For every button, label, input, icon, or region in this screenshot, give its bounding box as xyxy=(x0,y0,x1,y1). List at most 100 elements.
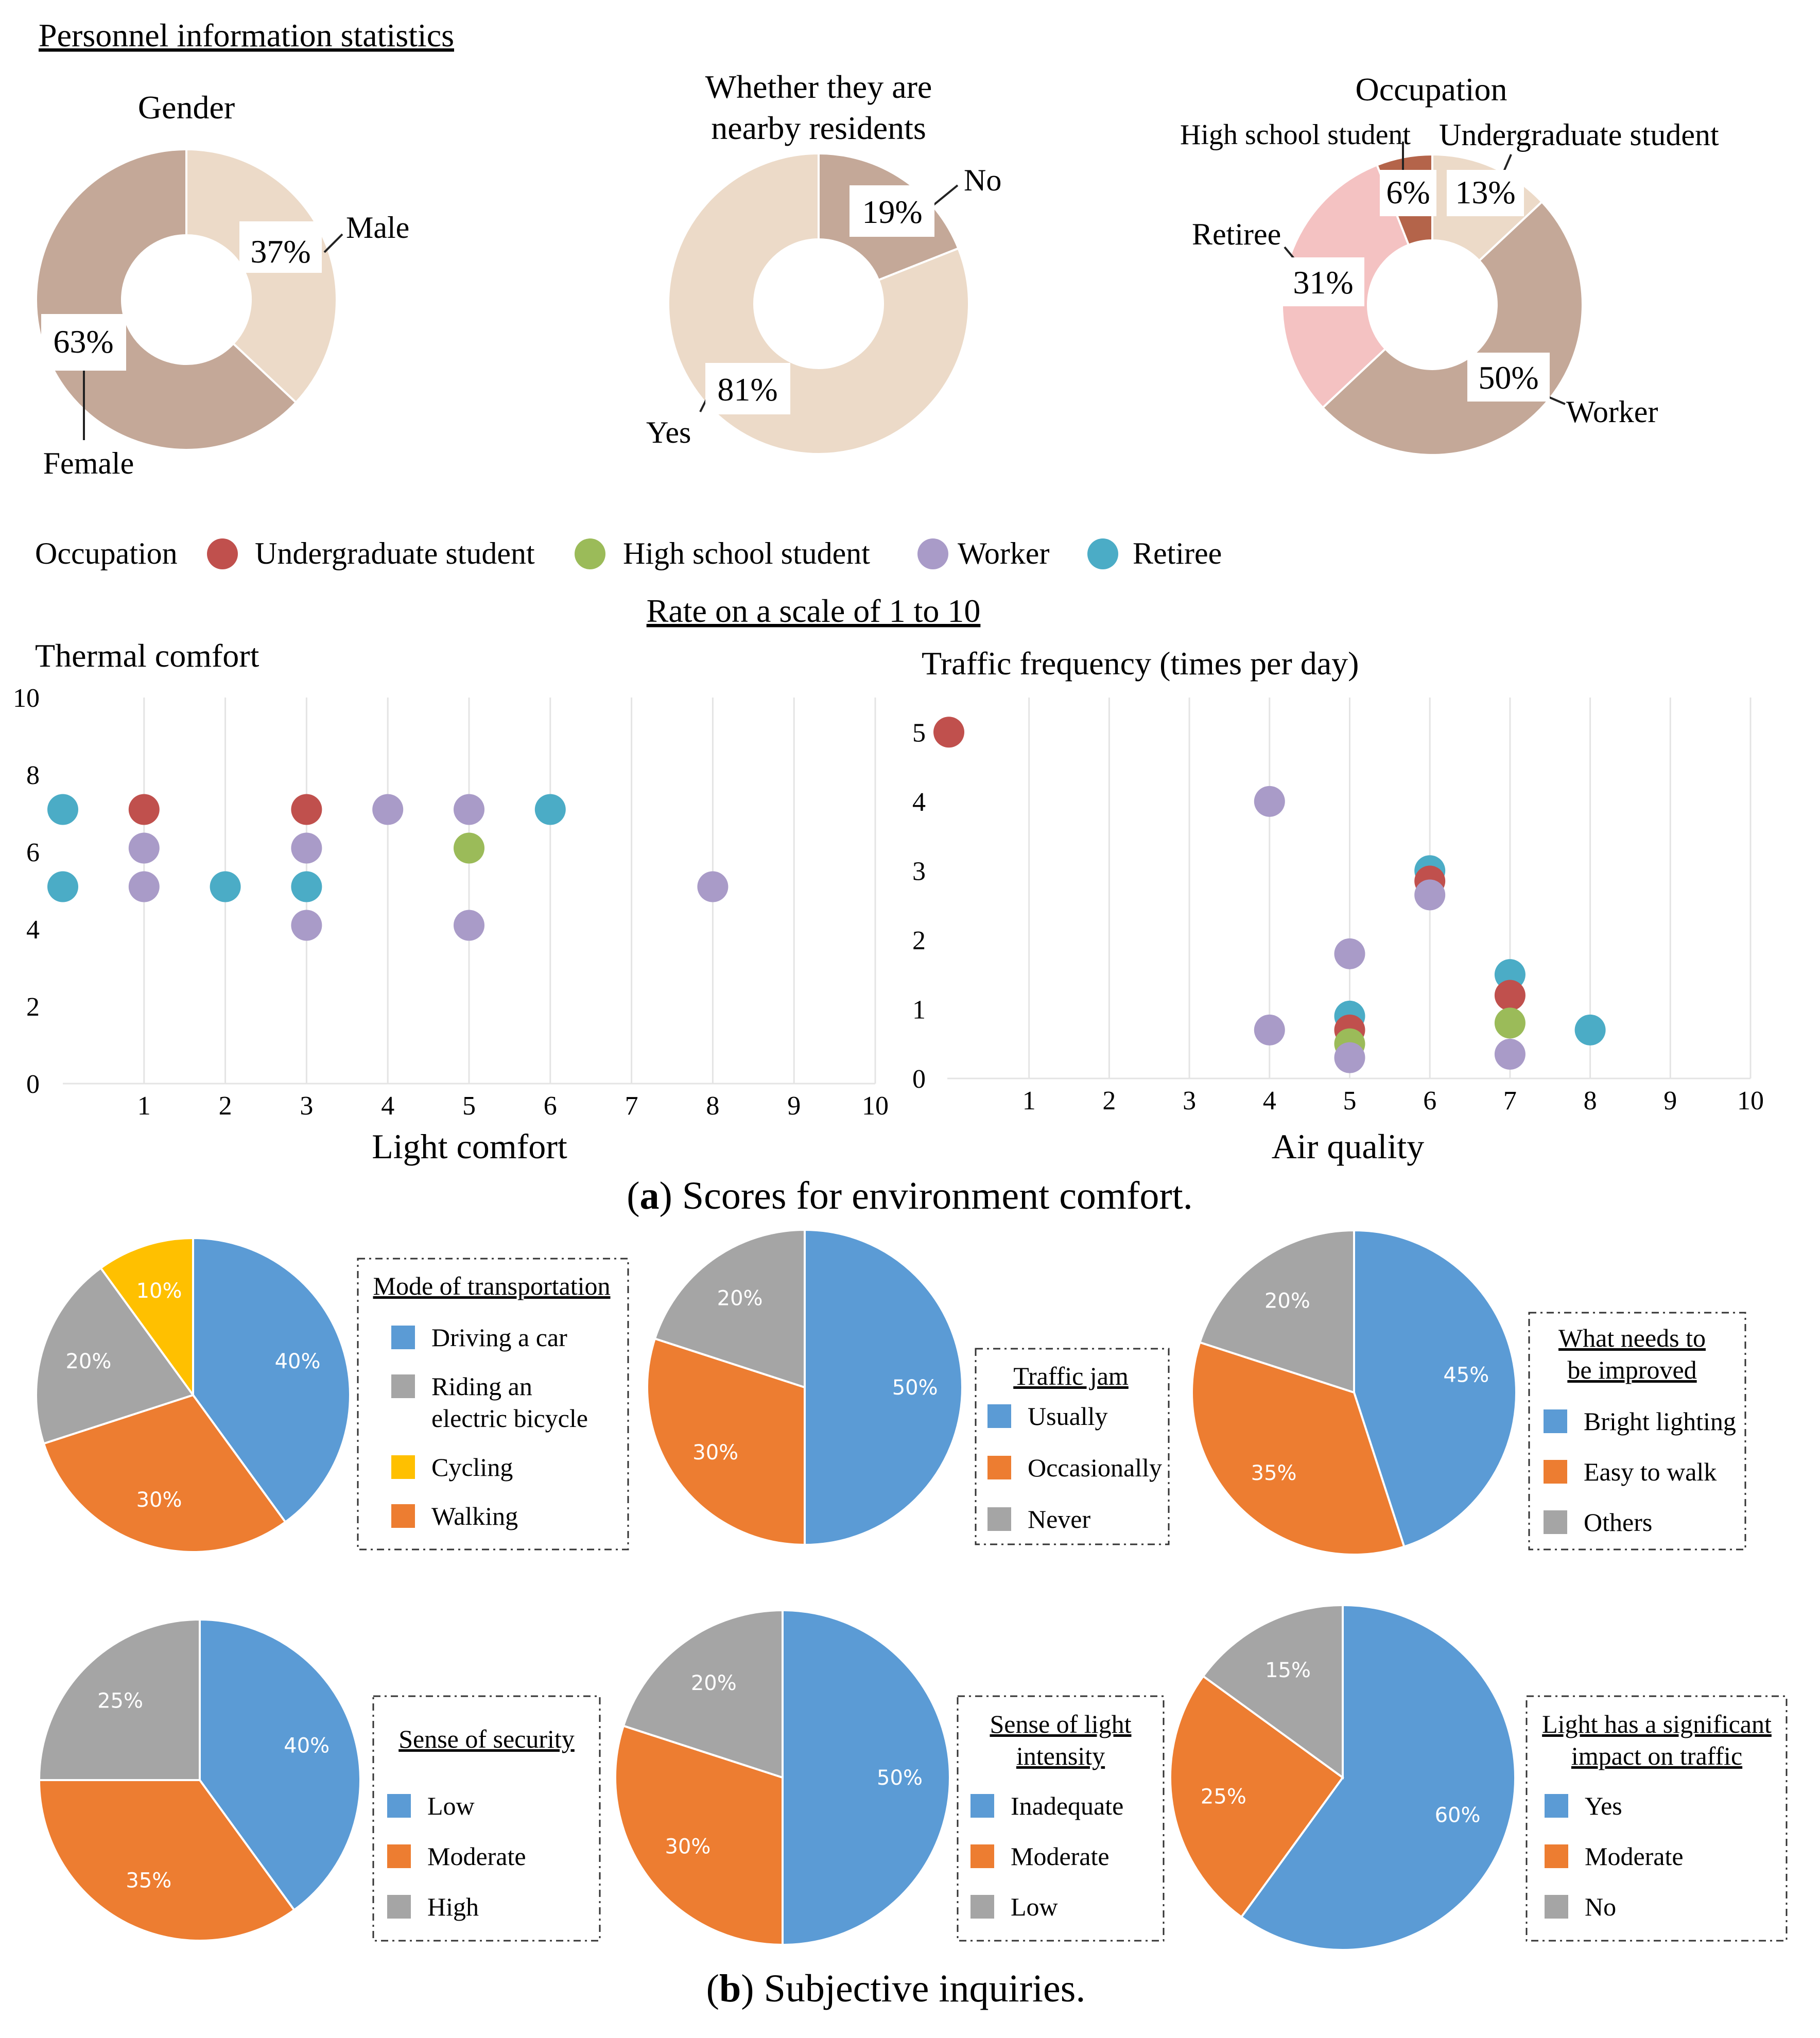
residents-title-line2: nearby residents xyxy=(711,110,926,146)
traffic-scatter-point-worker xyxy=(1414,879,1446,911)
lighttraffic-pie-slice-no xyxy=(1202,1604,1344,1780)
transport-legend-swatch-riding-an-electric-bicycle xyxy=(391,1374,415,1398)
traffic-scatter-xtick-3: 3 xyxy=(1183,1086,1196,1116)
thermal-scatter-xtick-10: 10 xyxy=(862,1091,889,1121)
female-label: Female xyxy=(43,446,134,480)
security-legend-label-moderate: Moderate xyxy=(427,1842,526,1871)
lighttraffic-pie-slice-yes xyxy=(1240,1604,1516,1951)
lightintensity-pie-slice-low xyxy=(622,1609,784,1779)
thermal-scatter-ytick-0: 0 xyxy=(26,1070,40,1099)
thermal-scatter-point-undergraduate-student xyxy=(291,794,322,825)
thermal-scatter-point-retiree xyxy=(47,871,78,902)
security-pie: 40% 35% 25% xyxy=(38,1618,361,1942)
traffic-y-ticks: 0 1 2 3 4 5 xyxy=(912,718,926,1094)
transport-pie-pct-cycling: 10% xyxy=(136,1279,182,1303)
security-pie-slice-moderate xyxy=(38,1779,296,1942)
traffic-scatter-point-retiree xyxy=(1574,1014,1606,1046)
security-pie-pct-high: 25% xyxy=(97,1689,143,1713)
improve-pie-pct-easy-to-walk: 35% xyxy=(1251,1461,1297,1485)
lighttraffic-pie: 60% 25% 15% xyxy=(1169,1604,1516,1951)
thermal-scatter-point-worker xyxy=(454,910,484,941)
lighttraffic-legend-box xyxy=(1526,1695,1788,1942)
trafficjam-pie-slice-never xyxy=(653,1228,806,1389)
traffic-scatter-point-worker xyxy=(1254,786,1285,817)
lighttraffic-legend: Light has a significant impact on traffic… xyxy=(1526,1695,1788,1942)
thermal-title: Thermal comfort xyxy=(35,637,259,674)
lightintensity-legend-label-moderate: Moderate xyxy=(1011,1842,1110,1871)
traffic-scatter-xtick-7: 7 xyxy=(1503,1086,1517,1116)
caption-a-letter: a xyxy=(640,1174,660,1217)
legend-label-retiree: Retiree xyxy=(1133,536,1222,570)
lightintensity-legend-label-inadequate: Inadequate xyxy=(1011,1791,1123,1820)
thermal-scatter-ytick-4: 4 xyxy=(26,915,40,945)
improve-legend-title-1: be improved xyxy=(1567,1355,1696,1384)
thermal-scatter-xtick-1: 1 xyxy=(137,1091,151,1121)
gender-slice-female xyxy=(35,148,298,451)
trafficjam-pie-slice-occasionally xyxy=(646,1337,806,1546)
thermal-scatter-point-worker xyxy=(454,794,484,825)
trafficjam-pie-pct-occasionally: 30% xyxy=(692,1441,738,1465)
ug-label: Undergraduate student xyxy=(1439,118,1719,152)
thermal-scatter-xtick-6: 6 xyxy=(544,1091,557,1121)
trafficjam-pie-slice-usually xyxy=(804,1228,963,1546)
legend-dot-worker xyxy=(917,538,948,569)
transport-pie-slice-riding-an-electric-bicycle xyxy=(35,1266,195,1445)
lighttraffic-legend-title-0: Light has a significant xyxy=(1542,1710,1772,1738)
gender-chart: Gender 37% 63% Male Female xyxy=(35,89,409,480)
thermal-scatter-point-worker xyxy=(291,910,322,941)
male-pct-label: 37% xyxy=(250,233,310,270)
trafficjam-legend: Traffic jam Usually Occasionally Never xyxy=(975,1348,1170,1545)
transport-legend-label-driving-a-car: Driving a car xyxy=(431,1323,567,1352)
lightintensity-pie-pct-moderate: 30% xyxy=(665,1835,710,1859)
yes-label: Yes xyxy=(646,415,691,449)
worker-leader-line xyxy=(1547,395,1566,405)
ug-leader-line xyxy=(1502,154,1512,173)
no-pct-label: 19% xyxy=(862,194,922,230)
improve-pie-slice-bright-lighting xyxy=(1353,1229,1517,1548)
thermal-scatter-xtick-7: 7 xyxy=(625,1091,638,1121)
lightintensity-legend-swatch-inadequate xyxy=(970,1794,994,1818)
improve-pie-pct-others: 20% xyxy=(1264,1290,1310,1313)
traffic-scatter-xtick-2: 2 xyxy=(1102,1086,1116,1116)
transport-legend-swatch-walking xyxy=(391,1504,415,1528)
thermal-scatter-point-retiree xyxy=(291,871,322,902)
lightintensity-pie-pct-low: 20% xyxy=(691,1671,737,1695)
traffic-x-ticks: 1 2 3 4 5 6 7 8 9 10 xyxy=(1022,1086,1764,1116)
thermal-scatter-ytick-10: 10 xyxy=(13,684,40,713)
traffic-scatter-xtick-6: 6 xyxy=(1423,1086,1436,1116)
occupation-chart: Occupation 6% 13% 31% 50% High school st… xyxy=(1180,71,1719,456)
improve-pie-slice-easy-to-walk xyxy=(1191,1341,1406,1556)
thermal-x-ticks: 1 2 3 4 5 6 7 8 9 10 xyxy=(137,1091,889,1121)
thermal-scatter-point-high-school-student xyxy=(454,832,484,864)
improve-legend: What needs to be improved Bright lighting E… xyxy=(1528,1312,1746,1551)
security-legend-label-high: High xyxy=(427,1892,479,1921)
improve-legend-swatch-easy-to-walk xyxy=(1544,1460,1567,1484)
trafficjam-pie-pct-never: 20% xyxy=(717,1287,763,1311)
thermal-scatter-point-worker xyxy=(128,832,160,864)
thermal-scatter-ytick-8: 8 xyxy=(26,761,40,790)
thermal-scatter-xtick-3: 3 xyxy=(300,1091,313,1121)
trafficjam-legend-label-usually: Usually xyxy=(1028,1402,1108,1431)
trafficjam-legend-box xyxy=(975,1348,1170,1545)
improve-legend-title-0: What needs to xyxy=(1558,1323,1706,1352)
lightintensity-legend-box xyxy=(957,1695,1165,1942)
traffic-scatter-ytick-1: 1 xyxy=(912,995,926,1024)
traffic-grid xyxy=(1028,698,1752,1078)
male-label: Male xyxy=(346,211,409,245)
lightintensity-pie-pct-inadequate: 50% xyxy=(877,1766,923,1790)
trafficjam-legend-title-0: Traffic jam xyxy=(1013,1362,1129,1390)
thermal-points xyxy=(47,794,729,941)
traffic-scatter-ytick-4: 4 xyxy=(912,788,926,817)
yes-pct-label: 81% xyxy=(717,371,777,408)
lighttraffic-pie-pct-yes: 60% xyxy=(1435,1803,1481,1827)
traffic-scatter-ytick-5: 5 xyxy=(912,718,926,747)
lighttraffic-pie-pct-no: 15% xyxy=(1265,1659,1311,1682)
legend-label-highschool: High school student xyxy=(623,536,870,570)
lighttraffic-pie-pct-moderate: 25% xyxy=(1201,1785,1246,1809)
thermal-y-ticks: 0 2 4 6 8 10 xyxy=(13,684,40,1099)
transport-pie-pct-driving-a-car: 40% xyxy=(275,1350,321,1373)
trafficjam-legend-label-occasionally: Occasionally xyxy=(1028,1453,1162,1482)
security-pie-slice-low xyxy=(199,1618,361,1912)
